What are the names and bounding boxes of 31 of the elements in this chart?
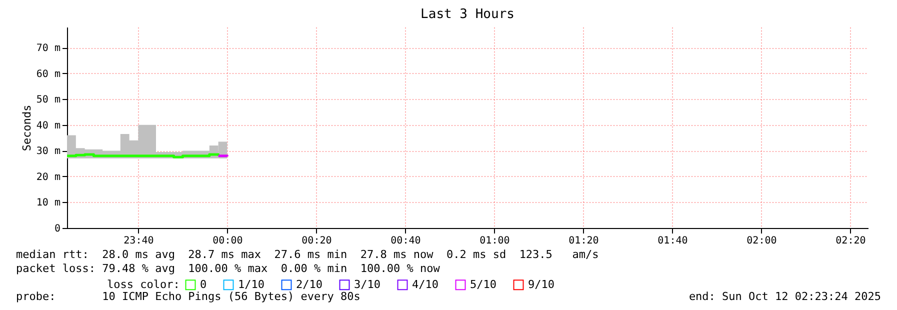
- legend-title: loss color:: [107, 278, 180, 291]
- y-tick-label: 30 m: [36, 146, 60, 158]
- x-tick-label: 01:40: [658, 236, 688, 246]
- x-tick-label: 23:40: [124, 236, 154, 246]
- legend-label: 9/10: [528, 278, 554, 291]
- x-tick-label: 00:40: [390, 236, 421, 246]
- text: probe: 10 ICMP Echo Pings (56 Bytes) every 80s: [16, 290, 360, 303]
- y-tick-label: 0: [54, 224, 60, 234]
- y-axis-title: Seconds: [20, 104, 34, 152]
- x-tick-label: 00:20: [302, 236, 332, 246]
- legend-label: 3/10: [354, 278, 380, 291]
- legend-label: 4/10: [412, 278, 438, 291]
- chart-title: Last 3 Hours: [420, 7, 514, 22]
- y-tick-label: 20 m: [36, 172, 60, 183]
- y-tick-label: 50 m: [36, 94, 60, 106]
- y-tick-label: 70 m: [36, 43, 60, 54]
- y-tick-label: 60 m: [36, 68, 60, 80]
- y-tick-label: 40 m: [36, 120, 60, 132]
- x-tick-label: 02:20: [836, 236, 866, 246]
- legend-label: 5/10: [470, 278, 496, 291]
- x-tick-label: 01:00: [480, 236, 510, 246]
- y-tick-label: 10 m: [36, 198, 60, 209]
- legend-label: 2/10: [296, 278, 322, 291]
- x-tick-label: 02:00: [746, 236, 777, 246]
- x-tick-label: 01:20: [568, 236, 599, 246]
- text: packet loss: 79.48 % avg 100.00 % max 0.00 % min 100.00 % now: [16, 262, 440, 275]
- text: median rtt: 28.0 ms avg 28.7 ms max 27.6 ms min 27.8 ms now 0.2 ms sd 123.5 am/s: [16, 248, 599, 261]
- text: end: Sun Oct 12 02:23:24 2025: [688, 290, 881, 303]
- x-tick-label: 00:00: [212, 236, 243, 246]
- legend-label: 1/10: [238, 278, 264, 291]
- legend-label: 0: [200, 278, 207, 291]
